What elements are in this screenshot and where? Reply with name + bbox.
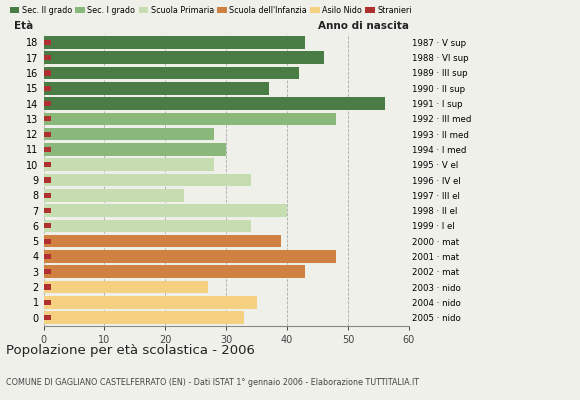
Text: Popolazione per età scolastica - 2006: Popolazione per età scolastica - 2006 <box>6 344 255 357</box>
Bar <box>44 177 51 183</box>
Bar <box>44 132 51 137</box>
Bar <box>44 250 336 263</box>
Bar <box>44 162 51 167</box>
Bar <box>44 86 51 91</box>
Bar <box>44 52 324 64</box>
Bar <box>44 315 51 320</box>
Bar <box>44 220 251 232</box>
Bar <box>44 281 208 293</box>
Bar <box>44 116 51 122</box>
Text: Anno di nascita: Anno di nascita <box>318 21 409 31</box>
Bar <box>44 97 385 110</box>
Bar <box>44 235 281 248</box>
Bar <box>44 296 256 308</box>
Bar <box>44 284 51 290</box>
Bar <box>44 101 51 106</box>
Bar <box>44 238 51 244</box>
Bar <box>44 266 305 278</box>
Bar <box>44 147 51 152</box>
Bar <box>44 174 251 186</box>
Bar <box>44 55 51 60</box>
Bar <box>44 40 51 45</box>
Bar <box>44 300 51 305</box>
Bar <box>44 189 183 202</box>
Bar <box>44 311 245 324</box>
Bar <box>44 254 51 259</box>
Text: Età: Età <box>14 21 34 31</box>
Bar <box>44 223 51 228</box>
Bar <box>44 269 51 274</box>
Bar <box>44 193 51 198</box>
Bar <box>44 143 226 156</box>
Bar <box>44 208 51 213</box>
Bar <box>44 128 214 140</box>
Bar <box>44 158 214 171</box>
Bar <box>44 36 305 49</box>
Legend: Sec. II grado, Sec. I grado, Scuola Primaria, Scuola dell'Infanzia, Asilo Nido, : Sec. II grado, Sec. I grado, Scuola Prim… <box>10 6 412 15</box>
Text: COMUNE DI GAGLIANO CASTELFERRATO (EN) - Dati ISTAT 1° gennaio 2006 - Elaborazion: COMUNE DI GAGLIANO CASTELFERRATO (EN) - … <box>6 378 419 387</box>
Bar <box>44 82 269 94</box>
Bar <box>44 67 299 79</box>
Bar <box>44 70 51 76</box>
Bar <box>44 204 287 217</box>
Bar <box>44 112 336 125</box>
